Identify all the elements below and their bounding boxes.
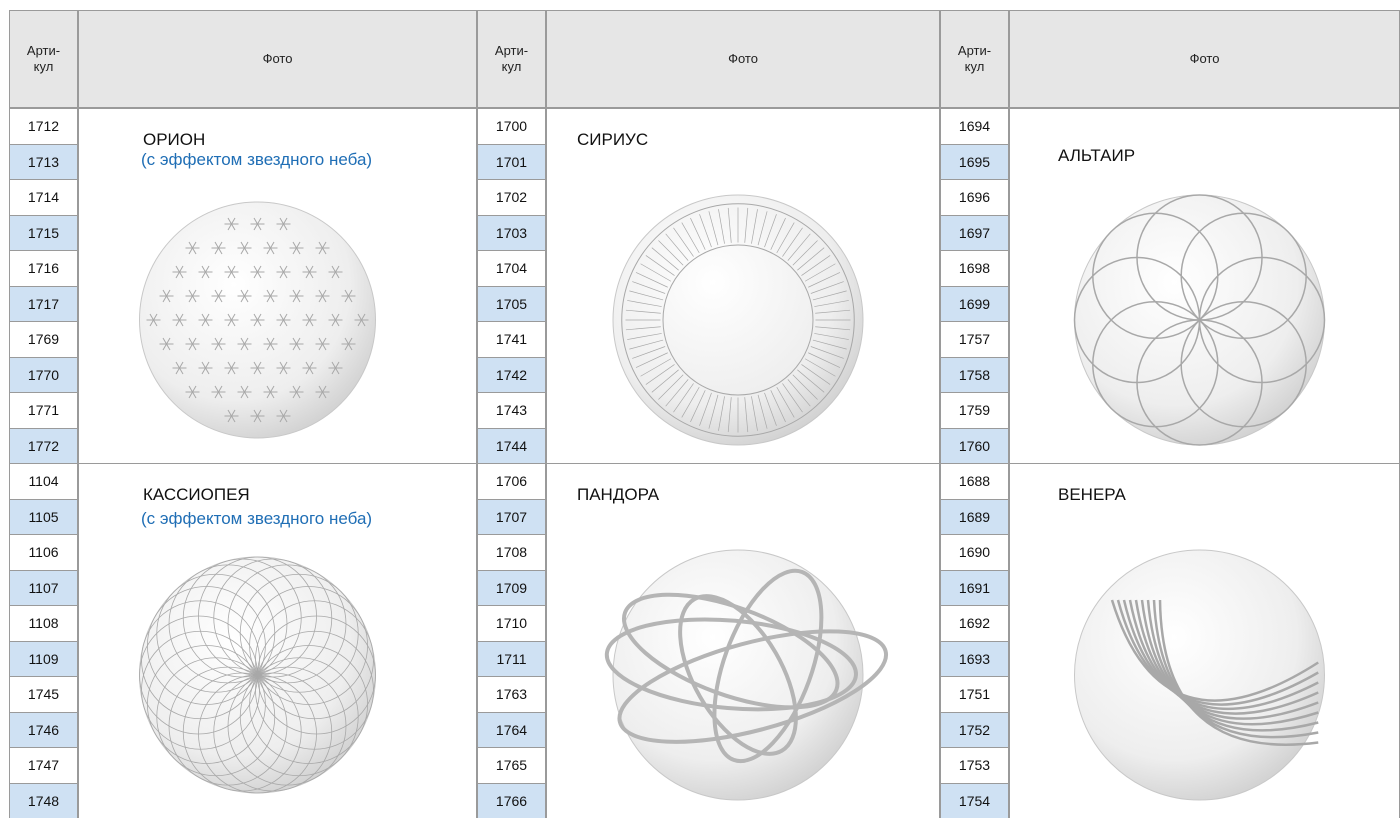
- lamp-image: [140, 202, 376, 438]
- page: Арти- кулФото171217131714171517161717176…: [0, 0, 1400, 818]
- lamp-image: [140, 557, 376, 793]
- lamp-image: [1075, 195, 1325, 445]
- lamp-image: [1075, 550, 1325, 800]
- illustrations: [0, 0, 1400, 818]
- lamp-image: [603, 550, 897, 800]
- lamp-image: [613, 195, 863, 445]
